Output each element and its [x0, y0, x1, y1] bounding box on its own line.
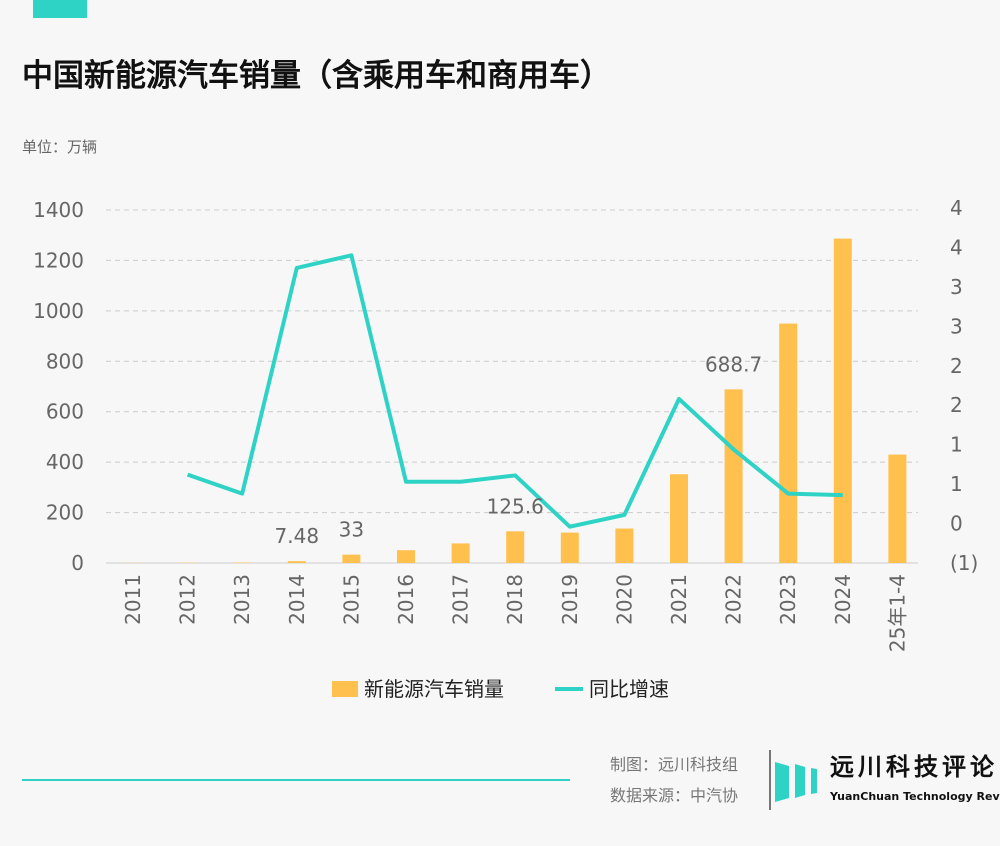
- bar: [670, 474, 688, 563]
- x-tick-label: 2013: [230, 574, 254, 625]
- bar: [397, 550, 415, 563]
- footer-divider: [22, 779, 570, 781]
- left-tick-label: 400: [46, 450, 84, 474]
- x-tick-label: 2016: [394, 574, 418, 625]
- right-tick-label: (1): [950, 551, 978, 575]
- x-tick-label: 2012: [176, 574, 200, 625]
- left-tick-label: 200: [46, 501, 84, 525]
- right-tick-label: 4: [950, 235, 963, 259]
- legend-line-swatch: [555, 687, 583, 691]
- x-tick-label: 2014: [285, 574, 309, 625]
- x-tick-label: 2019: [558, 574, 582, 625]
- x-tick-label: 2020: [612, 574, 636, 625]
- bar: [833, 238, 852, 563]
- left-tick-label: 600: [46, 400, 84, 424]
- right-tick-label: 3: [950, 275, 963, 299]
- bar: [342, 554, 361, 563]
- right-tick-label: 0: [950, 512, 963, 536]
- bar: [615, 528, 634, 563]
- right-tick-label: 1: [950, 433, 963, 457]
- data-label: 7.48: [275, 524, 320, 548]
- left-tick-label: 800: [46, 349, 84, 373]
- legend-bar-swatch: [332, 681, 358, 697]
- data-label: 125.6: [487, 494, 544, 518]
- right-tick-label: 3: [950, 314, 963, 338]
- logo-text-cn: 远川科技评论: [830, 753, 998, 781]
- left-tick-label: 1000: [33, 299, 84, 323]
- x-tick-label: 2023: [776, 574, 800, 625]
- x-tick-label: 2015: [339, 574, 363, 625]
- unit-label: 单位：万辆: [22, 138, 98, 156]
- data-label: 33: [339, 518, 364, 542]
- accent-bar: [33, 0, 87, 18]
- left-tick-label: 1400: [33, 198, 84, 222]
- bar: [724, 389, 743, 563]
- x-tick-label: 25年1-4: [885, 574, 909, 652]
- right-tick-label: 2: [950, 393, 963, 417]
- logo-icon: [769, 750, 817, 810]
- x-tick-label: 2024: [831, 574, 855, 625]
- bar: [451, 543, 470, 563]
- left-tick-label: 1200: [33, 248, 84, 272]
- legend-line-label: 同比增速: [589, 677, 669, 701]
- bar: [779, 323, 798, 563]
- right-tick-label: 1: [950, 472, 963, 496]
- data-label: 688.7: [705, 352, 762, 376]
- bar: [888, 454, 907, 563]
- left-tick-label: 0: [71, 551, 84, 575]
- credit-made-by: 制图：远川科技组: [610, 755, 739, 774]
- right-tick-label: 2: [950, 354, 963, 378]
- legend-bar: 新能源汽车销量: [332, 676, 504, 702]
- x-tick-label: 2018: [503, 574, 527, 625]
- x-tick-label: 2022: [722, 574, 746, 625]
- x-tick-label: 2021: [667, 574, 691, 625]
- bar: [287, 561, 306, 563]
- legend-bar-label: 新能源汽车销量: [364, 677, 504, 701]
- chart-title: 中国新能源汽车销量（含乘用车和商用车）: [22, 58, 611, 94]
- credit-source: 数据来源：中汽协: [610, 786, 739, 805]
- bar: [506, 531, 525, 563]
- x-tick-label: 2017: [449, 574, 473, 625]
- bar: [560, 532, 579, 563]
- growth-line: [186, 253, 843, 529]
- logo-text-en: YuanChuan Technology Review: [830, 790, 1000, 803]
- right-tick-label: 4: [950, 196, 963, 220]
- legend-line: 同比增速: [555, 676, 669, 702]
- x-tick-label: 2011: [121, 574, 145, 625]
